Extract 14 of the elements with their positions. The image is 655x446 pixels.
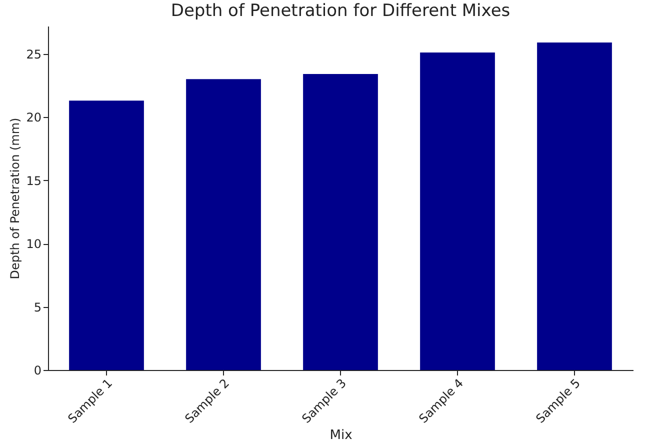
chart-title: Depth of Penetration for Different Mixes bbox=[170, 1, 510, 21]
bar bbox=[537, 42, 612, 370]
bar bbox=[303, 74, 378, 370]
bar bbox=[186, 79, 261, 370]
y-tick-label: 5 bbox=[34, 300, 42, 314]
y-tick-label: 20 bbox=[26, 110, 42, 125]
y-tick-label: 0 bbox=[34, 364, 42, 378]
y-tick-label: 25 bbox=[26, 47, 42, 62]
bar bbox=[69, 100, 144, 370]
bar bbox=[420, 52, 495, 370]
x-axis-title: Mix bbox=[330, 428, 353, 444]
y-tick-label: 10 bbox=[26, 237, 42, 252]
y-tick-label: 15 bbox=[26, 174, 42, 188]
y-axis-title: Depth of Penetration (mm) bbox=[8, 118, 22, 280]
